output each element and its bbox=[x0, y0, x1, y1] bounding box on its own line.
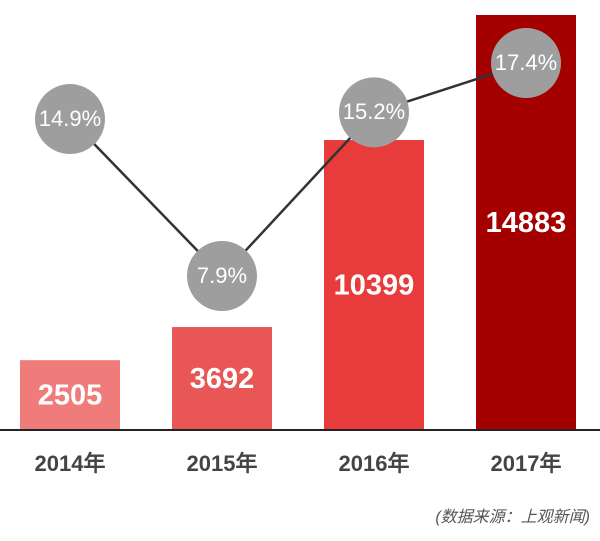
line-value-label: 17.4% bbox=[495, 50, 557, 75]
bar bbox=[172, 327, 272, 430]
marker bbox=[187, 241, 257, 311]
line bbox=[69, 61, 527, 278]
bar-value-label: 14883 bbox=[486, 207, 567, 239]
x-tick-label: 2015年 bbox=[187, 451, 258, 476]
marker bbox=[339, 77, 409, 148]
bar-value-label: 3692 bbox=[190, 363, 255, 395]
x-tick-label: 2016年 bbox=[339, 451, 410, 476]
bar bbox=[324, 140, 424, 430]
line-value-label: 7.9% bbox=[197, 263, 247, 288]
line-value-label: 15.2% bbox=[343, 99, 405, 124]
x-tick-label: 2017年 bbox=[491, 451, 562, 476]
source-note: (数据来源：上观新闻) bbox=[435, 508, 590, 526]
bar-value-label: 2505 bbox=[38, 380, 103, 412]
line-value-label: 14.9% bbox=[39, 106, 101, 131]
x-tick-label: 2014年 bbox=[35, 451, 106, 476]
bar-value-label: 10399 bbox=[334, 270, 415, 302]
marker bbox=[491, 28, 561, 98]
bar bbox=[20, 360, 120, 430]
marker bbox=[35, 84, 105, 155]
